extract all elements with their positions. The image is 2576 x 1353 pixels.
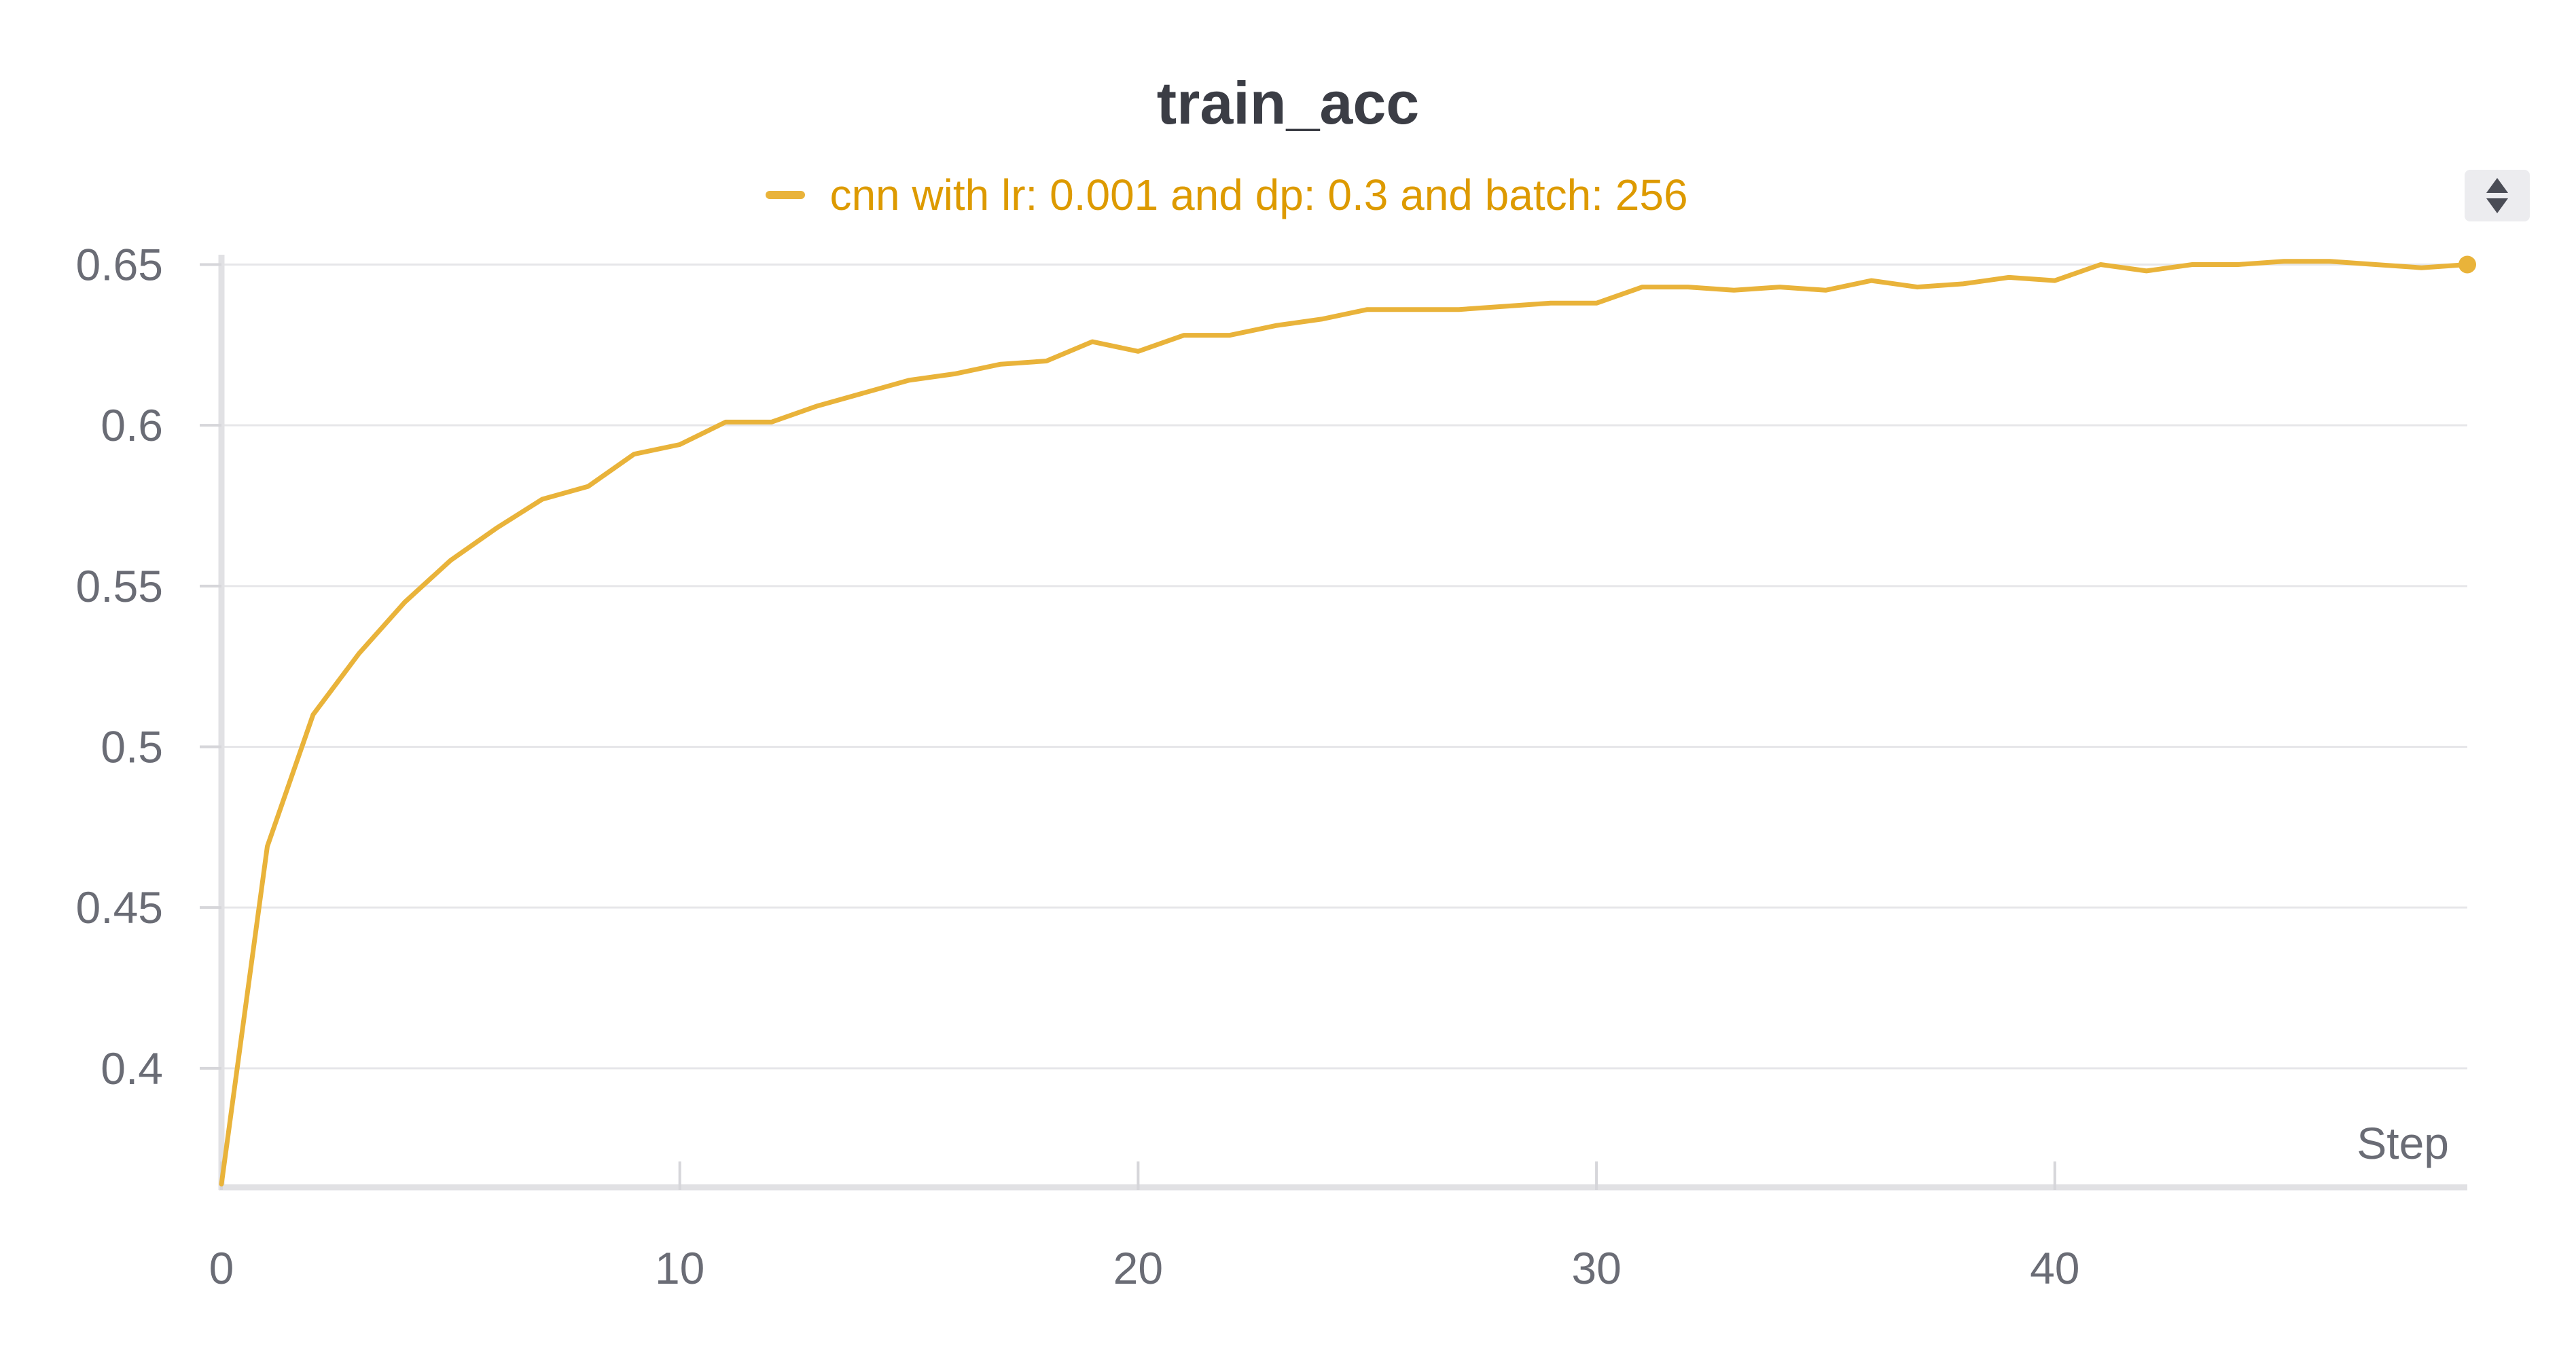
x-axis-label: Step bbox=[2357, 1118, 2449, 1168]
legend-label: cnn with lr: 0.001 and dp: 0.3 and batch… bbox=[829, 170, 1688, 219]
legend-swatch bbox=[766, 191, 806, 199]
x-tick-label: 30 bbox=[1571, 1243, 1621, 1293]
x-tick-label: 20 bbox=[1113, 1243, 1163, 1293]
grid bbox=[221, 263, 2467, 1070]
y-tick-label: 0.45 bbox=[76, 882, 163, 933]
y-tick-label: 0.65 bbox=[76, 239, 163, 289]
chart-title: train_acc bbox=[1156, 69, 1420, 137]
y-axis-ticks: 0.4 0.45 0.5 0.55 0.6 0.65 bbox=[76, 239, 221, 1094]
series-layer bbox=[219, 255, 2476, 1187]
y-tick-label: 0.55 bbox=[76, 561, 163, 611]
x-tick-label: 10 bbox=[655, 1243, 704, 1293]
legend[interactable]: cnn with lr: 0.001 and dp: 0.3 and batch… bbox=[0, 173, 2515, 217]
series-end-point bbox=[2458, 255, 2476, 274]
axes bbox=[218, 255, 2467, 1191]
x-tick-label: 0 bbox=[209, 1243, 234, 1293]
y-tick-label: 0.6 bbox=[101, 400, 163, 450]
x-axis-ticks: 0 10 20 30 40 bbox=[209, 1161, 2079, 1293]
y-tick-label: 0.4 bbox=[101, 1043, 163, 1094]
x-tick-label: 40 bbox=[2030, 1243, 2079, 1293]
y-tick-label: 0.5 bbox=[101, 722, 163, 772]
series-line bbox=[219, 259, 2470, 1187]
up-down-caret-icon bbox=[2486, 178, 2508, 213]
legend-scroll-button[interactable] bbox=[2465, 170, 2530, 221]
